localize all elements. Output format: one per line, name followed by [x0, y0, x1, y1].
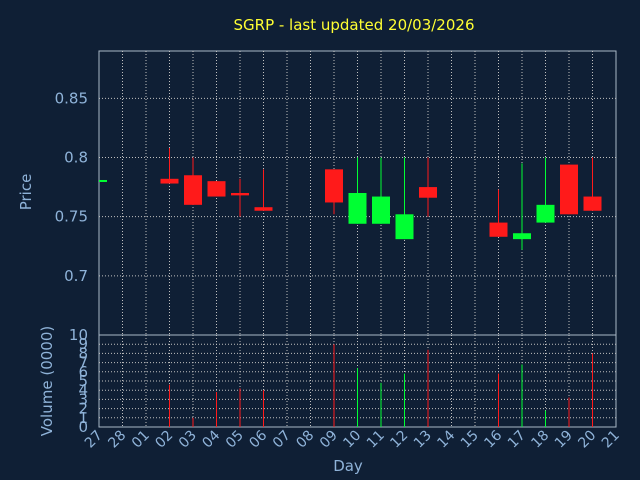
volume-bars — [169, 344, 593, 427]
candle-body-12 — [395, 214, 414, 240]
price-tick-label: 0.8 — [64, 149, 88, 167]
x-tick-label-20: 20 — [575, 428, 599, 452]
candle-16 — [489, 189, 508, 237]
candle-05 — [231, 178, 249, 217]
candle-27 — [99, 179, 107, 182]
candle-body-05 — [231, 193, 249, 196]
x-tick-label-08: 08 — [293, 428, 317, 452]
candle-body-11 — [372, 196, 390, 224]
x-tick-label-28: 28 — [105, 428, 129, 452]
x-tick-label-14: 14 — [434, 427, 458, 451]
candle-03 — [184, 157, 202, 205]
volume-tick-label: 8 — [78, 344, 88, 362]
x-tick-label-16: 16 — [481, 427, 505, 451]
candle-body-16 — [489, 222, 508, 237]
chart-title: SGRP - last updated 20/03/2026 — [234, 16, 475, 34]
volume-tick-label: 3 — [78, 390, 88, 408]
candle-09 — [325, 169, 343, 215]
candle-17 — [513, 163, 531, 250]
candle-body-09 — [325, 169, 343, 203]
x-tick-label-21: 21 — [599, 428, 623, 452]
volume-tick-label: 7 — [78, 354, 88, 372]
candle-02 — [160, 148, 179, 184]
volume-tick-label: 5 — [78, 372, 88, 390]
volume-tick-label: 4 — [78, 381, 88, 399]
x-tick-label-05: 05 — [223, 428, 247, 452]
candle-06 — [254, 169, 273, 211]
candle-body-20 — [583, 196, 602, 211]
x-tick-label-18: 18 — [528, 428, 552, 452]
volume-tick-label: 6 — [78, 363, 88, 381]
volume-tick-label: 2 — [78, 400, 88, 418]
candle-body-06 — [254, 207, 273, 211]
price-axis-label: Price — [17, 174, 35, 211]
price-tick-label: 0.75 — [55, 208, 88, 226]
candle-body-02 — [160, 178, 179, 184]
candle-body-13 — [419, 187, 437, 198]
x-tick-label-13: 13 — [411, 428, 435, 452]
candle-20 — [583, 157, 602, 211]
candle-10 — [348, 157, 367, 224]
x-tick-label-10: 10 — [340, 428, 364, 452]
volume-tick-label: 0 — [78, 418, 88, 436]
candle-19 — [560, 164, 578, 215]
x-tick-label-09: 09 — [317, 428, 341, 452]
x-tick-label-03: 03 — [176, 428, 200, 452]
candle-body-27 — [99, 179, 107, 182]
candle-body-04 — [207, 181, 226, 197]
candles — [99, 148, 602, 250]
candle-11 — [372, 157, 390, 224]
candle-body-18 — [536, 204, 555, 223]
x-tick-label-07: 07 — [270, 428, 294, 452]
x-tick-label-19: 19 — [552, 428, 576, 452]
price-y-ticks: 0.7 0.75 0.8 0.85 — [55, 89, 88, 285]
price-tick-label: 0.85 — [55, 89, 88, 107]
price-tick-label: 0.7 — [64, 267, 88, 285]
x-tick-label-11: 11 — [364, 428, 388, 452]
candle-body-17 — [513, 233, 531, 240]
candle-body-03 — [184, 175, 202, 205]
candle-body-10 — [348, 193, 367, 224]
volume-tick-label: 10 — [69, 326, 88, 344]
candle-12 — [395, 157, 414, 240]
x-tick-label-02: 02 — [152, 428, 176, 452]
x-tick-label-01: 01 — [129, 428, 153, 452]
x-tick-label-04: 04 — [199, 427, 223, 451]
candle-04 — [207, 181, 226, 197]
volume-axis-label: Volume (0000) — [38, 326, 56, 436]
x-tick-label-12: 12 — [387, 428, 411, 452]
candle-18 — [536, 157, 555, 223]
candle-body-19 — [560, 164, 578, 215]
x-axis-label: Day — [333, 457, 363, 475]
x-tick-label-15: 15 — [458, 428, 482, 452]
x-tick-label-06: 06 — [246, 427, 270, 451]
volume-tick-label: 9 — [78, 335, 88, 353]
volume-tick-label: 1 — [78, 409, 88, 427]
x-ticks: 27 28 01 02 03 04 05 06 07 08 09 10 11 12 13 14 15 16 17 18… — [82, 427, 623, 451]
x-tick-label-17: 17 — [505, 428, 529, 452]
candle-13 — [419, 157, 437, 217]
